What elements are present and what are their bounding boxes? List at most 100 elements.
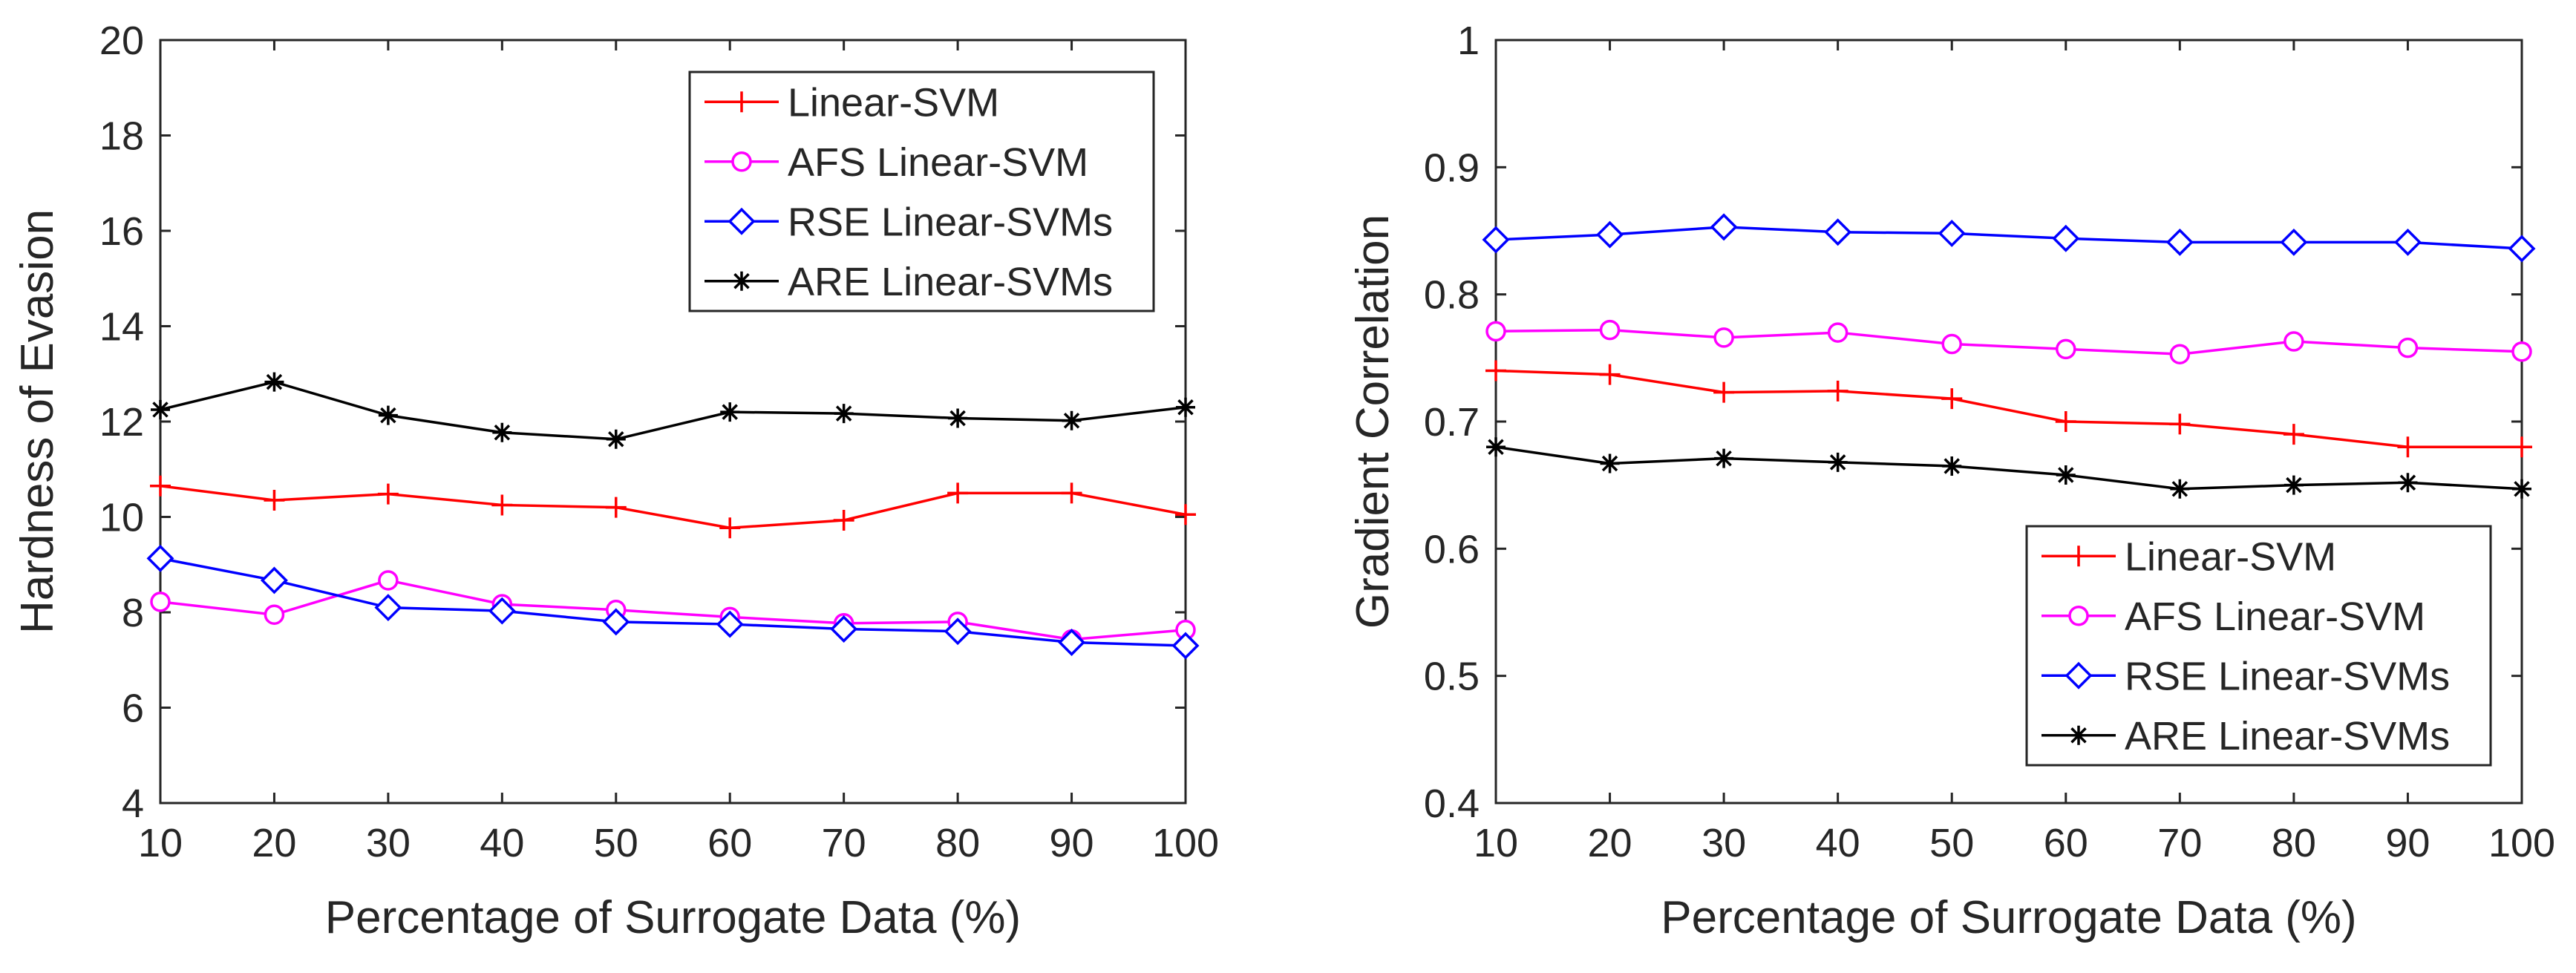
chart-2-series-rse-linear-svms-point bbox=[1710, 213, 1738, 241]
chart-2-series-linear-svm-point bbox=[1599, 364, 1621, 385]
chart-2-x-tick-label: 20 bbox=[1588, 821, 1632, 865]
chart-1-x-tick-label: 30 bbox=[366, 821, 411, 865]
chart-2-legend-entry-are-linear-svms-marker bbox=[2069, 725, 2088, 745]
chart-1-x-tick-label: 10 bbox=[138, 821, 183, 865]
chart-1-series-are-linear-svms-point bbox=[948, 408, 968, 428]
chart-2-x-tick-label: 40 bbox=[1816, 821, 1860, 865]
chart-2-series-afs-linear-svm-line bbox=[1495, 328, 2523, 356]
chart-2-x-tick-label: 30 bbox=[1701, 821, 1746, 865]
chart-1-x-tick-label: 20 bbox=[252, 821, 296, 865]
chart-2-series-rse-linear-svms-point bbox=[2393, 228, 2422, 256]
chart-1-series-linear-svm-point bbox=[947, 482, 969, 504]
chart-1-legend-entry-linear-svm: Linear-SVM bbox=[705, 80, 999, 125]
chart-1-series-linear-svm bbox=[150, 475, 1196, 539]
chart-2-legend-entry-linear-svm-marker bbox=[2068, 546, 2089, 567]
chart-2-series-afs-linear-svm-point bbox=[1713, 327, 1734, 348]
chart-2-legend-entry-are-linear-svms-label: ARE Linear-SVMs bbox=[2125, 714, 2450, 759]
chart-2-series-are-linear-svms-point bbox=[2512, 479, 2531, 499]
chart-2-x-tick-label: 80 bbox=[2272, 821, 2316, 865]
chart-2-legend: Linear-SVM AFS Linear-SVM RSE Linear-SVMs A… bbox=[2025, 525, 2492, 767]
chart-2-series-afs-linear-svm-point bbox=[2284, 331, 2304, 352]
chart-1-y-tick-label: 4 bbox=[122, 782, 144, 826]
chart-1-y-tick-label: 14 bbox=[99, 305, 144, 350]
chart-2-legend-box bbox=[2025, 525, 2492, 767]
chart-2-series-rse-linear-svms-point bbox=[2052, 224, 2080, 252]
chart-1-series-linear-svm-point bbox=[377, 483, 399, 505]
chart-2-series-linear-svm-point bbox=[2283, 424, 2304, 445]
chart-1-series-afs-linear-svm-line bbox=[160, 579, 1186, 641]
chart-2-legend-entry-afs-linear-svm-marker bbox=[2068, 606, 2089, 626]
chart-1-legend-entry-afs-linear-svm: AFS Linear-SVM bbox=[705, 140, 1088, 185]
chart-1-x-tick-label: 100 bbox=[1152, 821, 1219, 865]
chart-2-y-tick-label: 0.9 bbox=[1424, 145, 1480, 190]
chart-1-series-rse-linear-svms bbox=[146, 544, 1200, 660]
chart-1-x-tick-label: 40 bbox=[480, 821, 524, 865]
chart-2-series-afs-linear-svm bbox=[1485, 319, 2532, 364]
chart-2-series-afs-linear-svm-point bbox=[2397, 337, 2419, 358]
chart-2-x-tick-label: 50 bbox=[1929, 821, 1974, 865]
chart-2-legend-entry-rse-linear-svms-marker bbox=[2065, 661, 2093, 689]
chart-2-series-are-linear-svms bbox=[1486, 437, 2531, 499]
chart-2-series-rse-linear-svms bbox=[1482, 213, 2536, 263]
chart-1-series-are-linear-svms-point bbox=[834, 404, 854, 424]
chart-1-legend-entry-linear-svm-label: Linear-SVM bbox=[788, 80, 999, 125]
chart-1-y-tick-label: 18 bbox=[99, 114, 144, 159]
chart-2-series-are-linear-svms-point bbox=[2284, 475, 2304, 495]
chart-1-series-linear-svm-point bbox=[1175, 504, 1196, 525]
chart-1-y-tick-label: 12 bbox=[99, 400, 144, 445]
chart-1-series-are-linear-svms-point bbox=[1062, 410, 1082, 430]
chart-1-series-linear-svm-point bbox=[1061, 482, 1082, 504]
chart-2-series-are-linear-svms-point bbox=[1942, 456, 1962, 476]
chart-1-series-rse-linear-svms-point bbox=[830, 615, 858, 643]
chart-1-series-are-linear-svms-point bbox=[264, 372, 284, 392]
chart-2-series-linear-svm-point bbox=[2055, 411, 2076, 432]
chart-1-series-linear-svm-point bbox=[264, 490, 285, 511]
chart-1-series-rse-linear-svms-point bbox=[260, 566, 288, 594]
chart-1-series-are-linear-svms-point bbox=[606, 429, 626, 449]
chart-2-series-are-linear-svms-point bbox=[2170, 479, 2190, 499]
chart-1-y-tick-label: 6 bbox=[122, 687, 144, 731]
chart-2-series-are-linear-svms-point bbox=[1828, 452, 1848, 472]
chart-2-series-linear-svm-point bbox=[2169, 413, 2191, 435]
chart-2: 10 20 30 40 50 60 70 80 90 100 0.4 0.5 0.6 0.7 0.8 0.9 1… bbox=[1347, 19, 2555, 943]
chart-2-legend-entry-rse-linear-svms: RSE Linear-SVMs bbox=[2041, 654, 2450, 698]
chart-2-series-are-linear-svms-point bbox=[2398, 473, 2418, 493]
chart-1-legend-entry-rse-linear-svms-label: RSE Linear-SVMs bbox=[788, 200, 1113, 244]
chart-1-series-are-linear-svms-point bbox=[720, 402, 740, 422]
chart-1-series-rse-linear-svms-line bbox=[160, 557, 1186, 647]
chart-2-series-linear-svm-point bbox=[1941, 388, 1963, 410]
chart-2-x-tick-label: 90 bbox=[2385, 821, 2430, 865]
chart-2-x-tick-label: 100 bbox=[2488, 821, 2555, 865]
chart-1-legend-box bbox=[688, 71, 1155, 312]
chart-2-legend-entry-rse-linear-svms-label: RSE Linear-SVMs bbox=[2125, 654, 2450, 698]
chart-1-y-tick-label: 20 bbox=[99, 19, 144, 63]
chart-1-series-afs-linear-svm-point bbox=[264, 604, 285, 625]
chart-1-series-linear-svm-point bbox=[833, 509, 854, 531]
chart-1-series-linear-svm-point bbox=[150, 475, 171, 497]
chart-2-x-tick-label: 10 bbox=[1474, 821, 1518, 865]
chart-1-x-tick-label: 70 bbox=[822, 821, 866, 865]
chart-1-x-tick-label: 80 bbox=[935, 821, 980, 865]
chart-2-legend-entry-linear-svm-label: Linear-SVM bbox=[2125, 534, 2336, 579]
chart-1-series-rse-linear-svms-point bbox=[944, 617, 972, 646]
chart-1-legend-entry-are-linear-svms: ARE Linear-SVMs bbox=[705, 260, 1113, 304]
chart-2-series-afs-linear-svm-point bbox=[1827, 322, 1848, 343]
chart-1-legend-entry-afs-linear-svm-label: AFS Linear-SVM bbox=[788, 140, 1088, 185]
chart-1-series-rse-linear-svms-point bbox=[374, 594, 402, 622]
chart-1-series-are-linear-svms-point bbox=[378, 405, 398, 425]
chart-2-series-rse-linear-svms-point bbox=[2165, 228, 2194, 256]
chart-2-series-rse-linear-svms-line bbox=[1495, 226, 2523, 250]
chart-2-series-linear-svm-line bbox=[1495, 369, 2522, 449]
chart-1-series-afs-linear-svm-point bbox=[150, 592, 171, 612]
chart-1-y-tick-label: 8 bbox=[122, 591, 144, 635]
chart-2-x-tick-label: 60 bbox=[2044, 821, 2088, 865]
chart-1-series-rse-linear-svms-point bbox=[488, 597, 516, 625]
chart-2-series-afs-linear-svm-point bbox=[2511, 341, 2532, 362]
chart-2-y-tick-label: 0.6 bbox=[1424, 527, 1480, 571]
chart-2-x-tick-label: 70 bbox=[2157, 821, 2202, 865]
chart-2-y-tick-label: 0.7 bbox=[1424, 400, 1480, 445]
chart-2-series-linear-svm-point bbox=[2511, 436, 2532, 458]
chart-1-legend-entry-afs-linear-svm-marker bbox=[731, 151, 752, 172]
